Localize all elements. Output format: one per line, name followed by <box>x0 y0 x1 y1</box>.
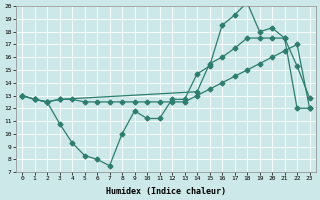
X-axis label: Humidex (Indice chaleur): Humidex (Indice chaleur) <box>106 187 226 196</box>
